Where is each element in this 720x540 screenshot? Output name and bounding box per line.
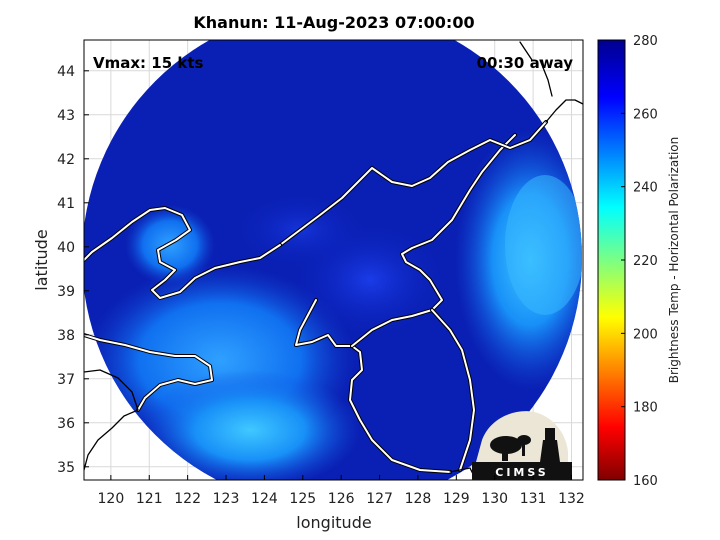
colorbar bbox=[597, 39, 626, 481]
colorbar-tick-label: 200 bbox=[633, 327, 658, 342]
y-tick-label: 37 bbox=[57, 372, 75, 388]
sea-region-yellow-sea-south bbox=[140, 370, 360, 480]
y-tick-label: 43 bbox=[57, 108, 75, 124]
x-tick-label: 132 bbox=[558, 491, 585, 507]
colorbar-tick-label: 160 bbox=[633, 474, 658, 489]
map-title: Khanun: 11-Aug-2023 07:00:00 bbox=[193, 13, 474, 32]
sea-region-east-sea-core bbox=[505, 175, 582, 315]
time-away-annotation: 00:30 away bbox=[477, 54, 574, 72]
x-axis: 120 121 122 123 124 125 126 127 128 129 130 131 132 bbox=[98, 475, 585, 507]
coastline-outside-swath bbox=[84, 369, 139, 471]
colorbar-tick-label: 220 bbox=[633, 254, 658, 269]
x-tick-label: 130 bbox=[481, 491, 508, 507]
x-axis-label: longitude bbox=[296, 513, 371, 532]
y-tick-label: 36 bbox=[57, 416, 75, 432]
vmax-annotation: Vmax: 15 kts bbox=[93, 54, 203, 72]
y-tick-label: 38 bbox=[57, 328, 75, 344]
colorbar-ticks: 160 180 200 220 240 260 280 bbox=[621, 34, 658, 489]
y-tick-label: 40 bbox=[57, 240, 75, 256]
y-tick-label: 42 bbox=[57, 152, 75, 168]
x-tick-label: 125 bbox=[289, 491, 316, 507]
colorbar-label: Brightness Temp - Horizontal Polarizatio… bbox=[667, 137, 681, 384]
x-tick-label: 127 bbox=[366, 491, 393, 507]
x-tick-label: 126 bbox=[328, 491, 355, 507]
y-tick-label: 44 bbox=[57, 64, 75, 80]
y-tick-label: 35 bbox=[57, 460, 75, 476]
y-axis-label: latitude bbox=[32, 229, 51, 290]
logo-text: CIMSS bbox=[495, 466, 548, 479]
x-tick-label: 124 bbox=[251, 491, 278, 507]
brightness-swath bbox=[84, 40, 583, 480]
x-tick-label: 128 bbox=[405, 491, 432, 507]
coastlines bbox=[84, 41, 583, 480]
colorbar-tick-label: 180 bbox=[633, 401, 658, 416]
x-tick-label: 131 bbox=[520, 491, 547, 507]
x-tick-label: 122 bbox=[174, 491, 201, 507]
y-tick-label: 39 bbox=[57, 284, 75, 300]
x-tick-label: 120 bbox=[98, 491, 125, 507]
cimss-logo: CIMSS bbox=[472, 411, 572, 480]
y-tick-label: 41 bbox=[57, 196, 75, 212]
x-tick-label: 121 bbox=[136, 491, 163, 507]
colorbar-tick-label: 240 bbox=[633, 181, 658, 196]
colorbar-tick-label: 280 bbox=[633, 34, 658, 49]
colorbar-tick-label: 260 bbox=[633, 107, 658, 122]
coastline-northeast-outside bbox=[519, 41, 583, 123]
y-axis: 35 36 37 38 39 40 41 42 43 44 bbox=[57, 64, 89, 476]
x-tick-label: 129 bbox=[443, 491, 470, 507]
x-tick-label: 123 bbox=[213, 491, 240, 507]
